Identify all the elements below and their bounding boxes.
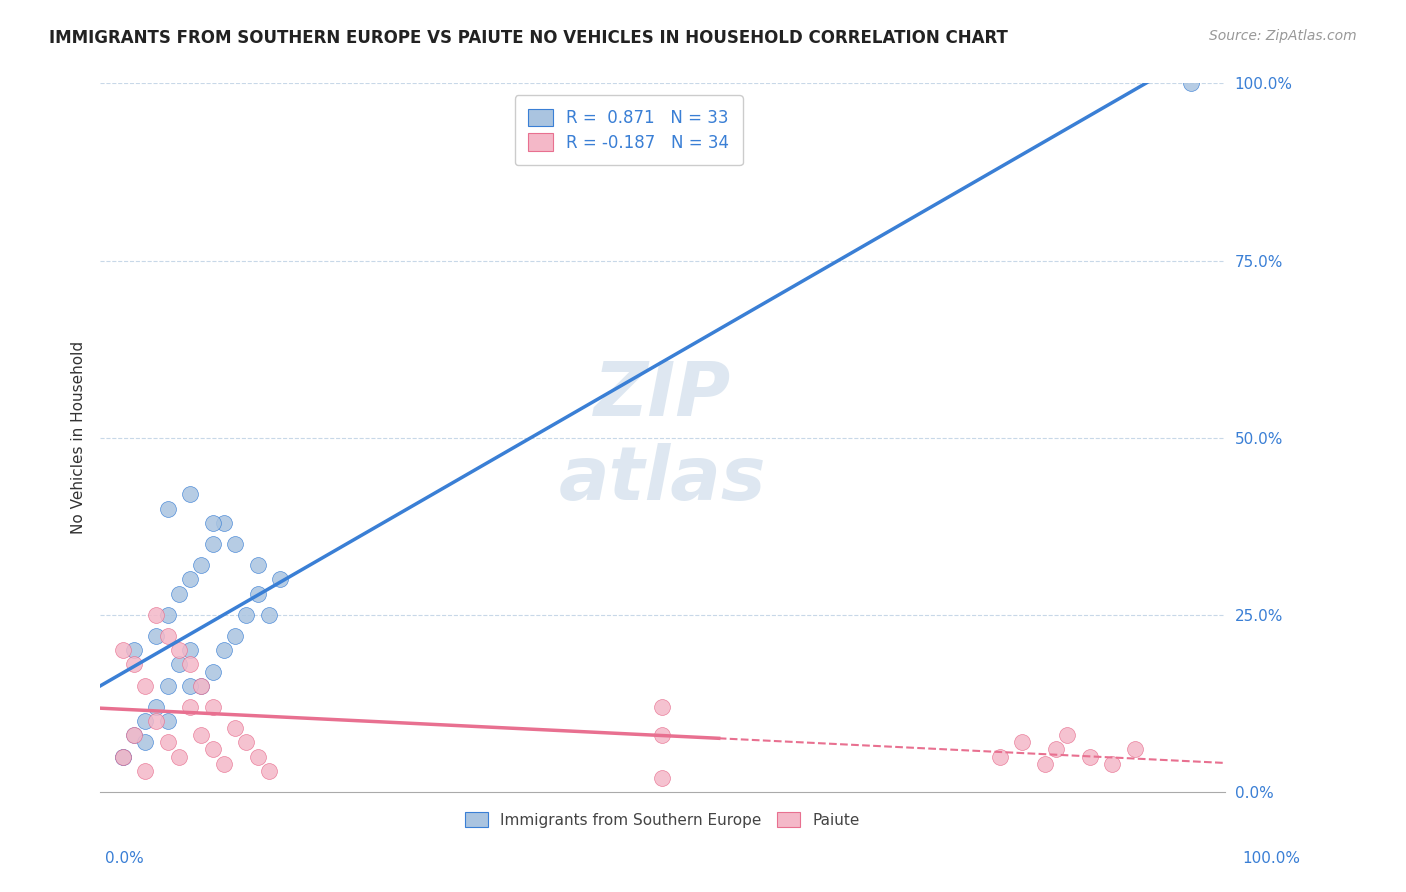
Point	[235, 607, 257, 622]
Point	[201, 700, 224, 714]
Point	[224, 537, 246, 551]
Point	[1180, 77, 1202, 91]
Point	[190, 728, 212, 742]
Point	[145, 700, 167, 714]
Point	[145, 714, 167, 728]
Point	[190, 679, 212, 693]
Point	[1033, 756, 1056, 771]
Point	[179, 643, 201, 657]
Legend: Immigrants from Southern Europe, Paiute: Immigrants from Southern Europe, Paiute	[460, 805, 866, 834]
Point	[1045, 742, 1067, 756]
Point	[156, 735, 179, 749]
Point	[122, 657, 145, 672]
Point	[212, 643, 235, 657]
Point	[201, 537, 224, 551]
Point	[145, 607, 167, 622]
Point	[179, 573, 201, 587]
Point	[651, 700, 673, 714]
Point	[246, 558, 269, 573]
Point	[145, 629, 167, 643]
Point	[201, 742, 224, 756]
Point	[246, 749, 269, 764]
Point	[156, 607, 179, 622]
Point	[156, 629, 179, 643]
Point	[134, 735, 156, 749]
Text: ZIP
atlas: ZIP atlas	[558, 359, 766, 516]
Point	[179, 679, 201, 693]
Point	[111, 749, 134, 764]
Point	[257, 607, 280, 622]
Point	[167, 643, 190, 657]
Point	[156, 714, 179, 728]
Point	[134, 714, 156, 728]
Point	[1123, 742, 1146, 756]
Point	[167, 586, 190, 600]
Text: Source: ZipAtlas.com: Source: ZipAtlas.com	[1209, 29, 1357, 44]
Point	[201, 516, 224, 530]
Point	[156, 501, 179, 516]
Point	[111, 749, 134, 764]
Point	[167, 749, 190, 764]
Point	[235, 735, 257, 749]
Point	[988, 749, 1011, 764]
Text: 0.0%: 0.0%	[105, 852, 145, 866]
Point	[224, 629, 246, 643]
Point	[134, 679, 156, 693]
Point	[190, 558, 212, 573]
Point	[179, 487, 201, 501]
Point	[201, 665, 224, 679]
Point	[111, 749, 134, 764]
Point	[179, 700, 201, 714]
Point	[167, 657, 190, 672]
Point	[134, 764, 156, 778]
Point	[156, 679, 179, 693]
Text: 100.0%: 100.0%	[1243, 852, 1301, 866]
Point	[651, 728, 673, 742]
Point	[1011, 735, 1033, 749]
Y-axis label: No Vehicles in Household: No Vehicles in Household	[72, 341, 86, 534]
Point	[1056, 728, 1078, 742]
Point	[122, 643, 145, 657]
Point	[212, 756, 235, 771]
Point	[1078, 749, 1101, 764]
Point	[111, 643, 134, 657]
Point	[224, 721, 246, 735]
Point	[246, 586, 269, 600]
Point	[651, 771, 673, 785]
Point	[179, 657, 201, 672]
Point	[1101, 756, 1123, 771]
Text: IMMIGRANTS FROM SOUTHERN EUROPE VS PAIUTE NO VEHICLES IN HOUSEHOLD CORRELATION C: IMMIGRANTS FROM SOUTHERN EUROPE VS PAIUT…	[49, 29, 1008, 47]
Point	[190, 679, 212, 693]
Point	[257, 764, 280, 778]
Point	[269, 573, 291, 587]
Point	[212, 516, 235, 530]
Point	[122, 728, 145, 742]
Point	[122, 728, 145, 742]
